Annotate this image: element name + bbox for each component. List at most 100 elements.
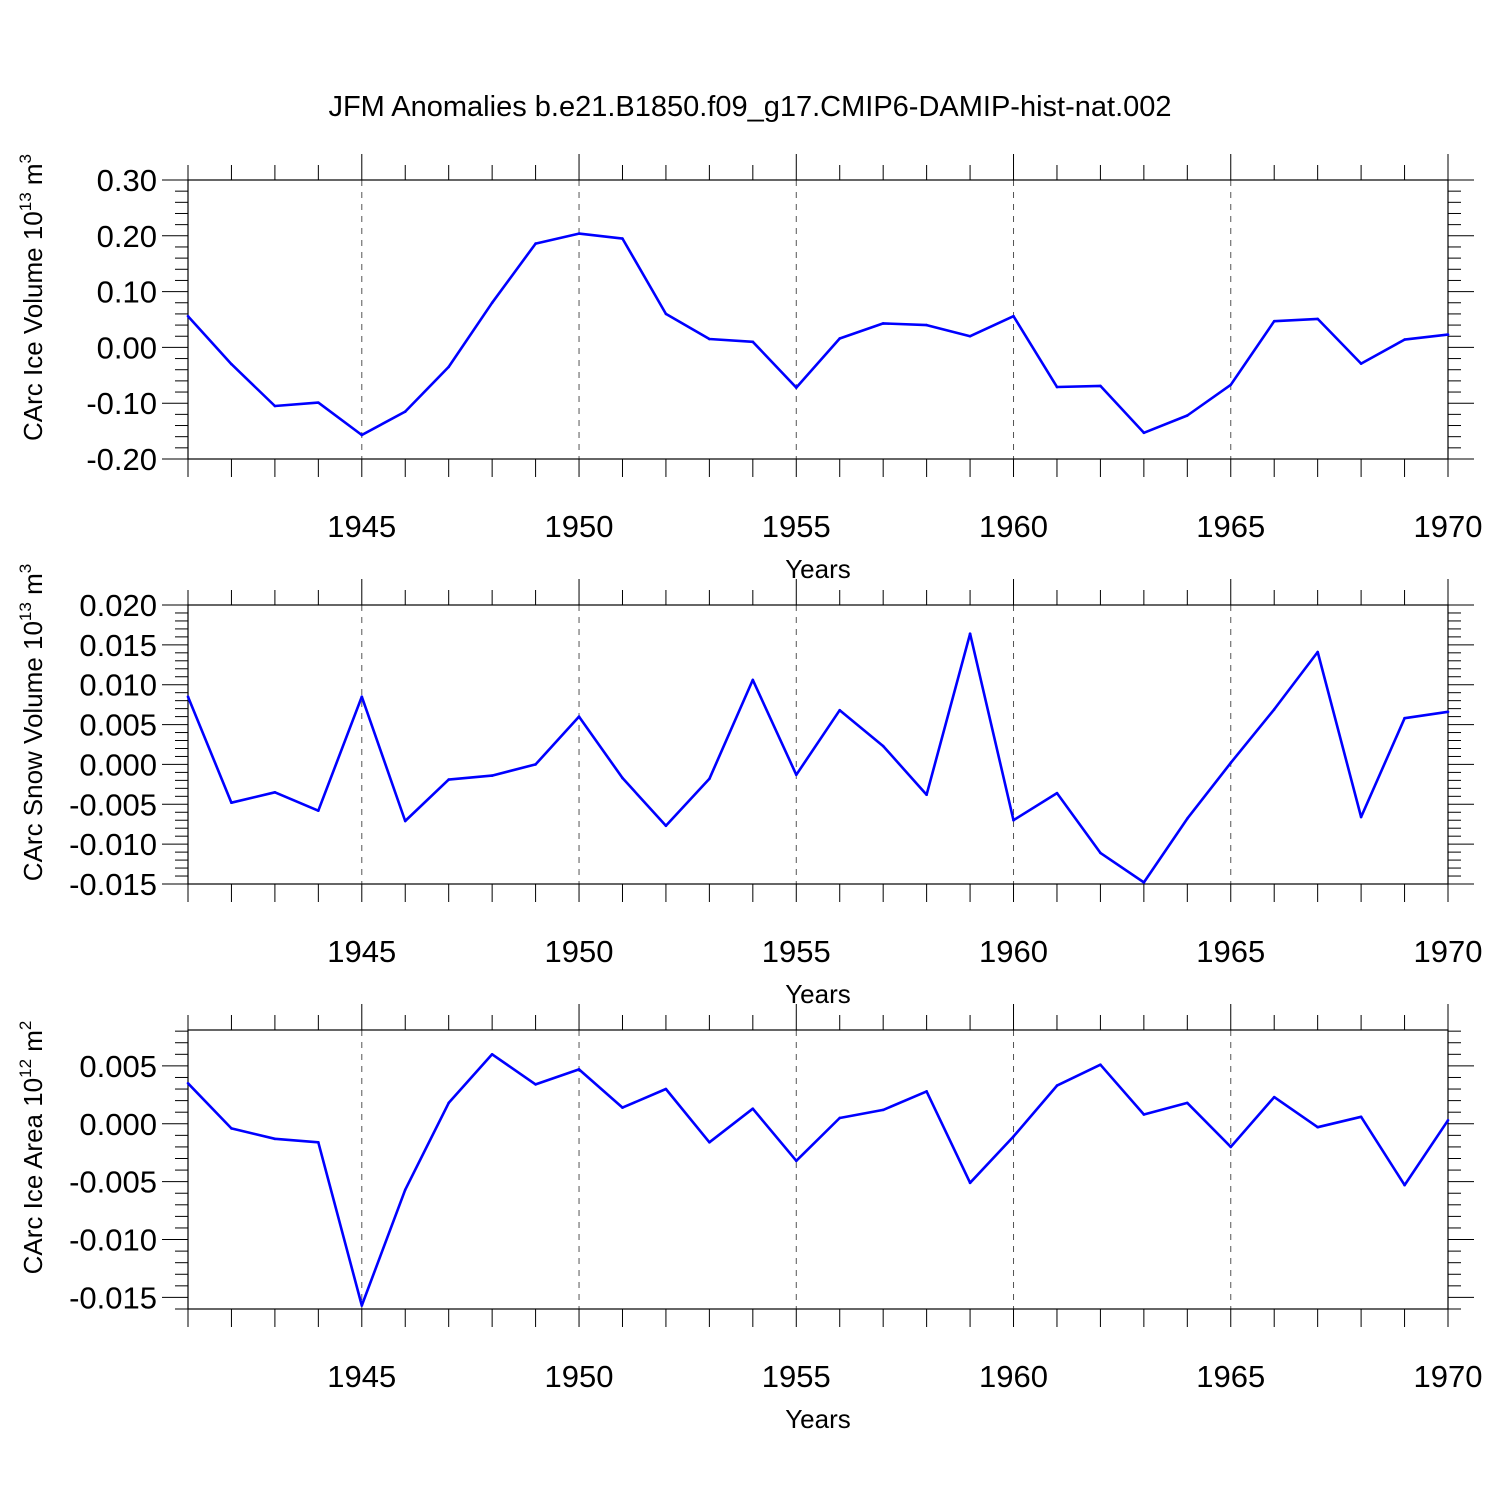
x-axis-label: Years (785, 554, 851, 584)
data-point (664, 824, 668, 828)
data-point (751, 340, 755, 344)
data-point (968, 1181, 972, 1185)
data-point (1403, 1183, 1406, 1187)
chart-panels: 0.30 0.20 0.10 0.00 -0.10 -0.20 1945 1950 1955 19… (16, 154, 1482, 1434)
data-point (1359, 1115, 1363, 1119)
data-point (230, 362, 233, 366)
data-point (230, 1127, 233, 1130)
data-point (1316, 317, 1319, 321)
x-tick-label: 1950 (545, 509, 614, 544)
data-point (534, 763, 537, 766)
data-series-line (187, 1053, 1450, 1307)
data-point (881, 744, 885, 748)
y-tick-label: 0.000 (79, 1107, 157, 1142)
data-point (534, 242, 537, 245)
y-axis-label: CArc Ice Area 1012 m2 (16, 1021, 48, 1275)
y-axis-label-unit-exponent: 3 (16, 564, 35, 573)
y-axis-label-exponent: 12 (16, 1059, 35, 1078)
x-tick-label: 1955 (762, 934, 831, 969)
data-point (621, 776, 624, 780)
x-tick-label: 1960 (979, 1359, 1048, 1394)
data-point (230, 801, 233, 804)
data-point (403, 819, 407, 823)
y-tick-label: -0.005 (69, 1165, 157, 1200)
data-point (490, 1053, 494, 1056)
y-tick-label: -0.005 (69, 787, 157, 822)
data-point (534, 1083, 537, 1086)
data-point (360, 695, 364, 698)
x-tick-label: 1970 (1414, 934, 1483, 969)
data-point (186, 314, 190, 318)
data-point (1012, 818, 1015, 822)
data-point (1229, 383, 1233, 387)
data-point (273, 404, 277, 408)
data-point (186, 695, 190, 698)
plot-frame (187, 1029, 1449, 1310)
x-tick-label: 1945 (327, 1359, 396, 1394)
y-axis-label-main: CArc Ice Volume 10 (18, 211, 48, 441)
data-point (664, 1087, 668, 1091)
y-tick-label: -0.10 (86, 386, 157, 421)
data-point (838, 337, 842, 340)
data-point (1403, 716, 1406, 720)
data-point (1272, 708, 1276, 711)
x-tick-label: 1965 (1196, 509, 1265, 544)
data-point (447, 1101, 450, 1105)
y-tick-label: 0.015 (79, 628, 157, 663)
y-tick-label: 0.020 (79, 588, 157, 623)
y-tick-label: 0.10 (97, 275, 157, 310)
data-point (1229, 761, 1233, 765)
data-point (1055, 791, 1059, 795)
data-point (490, 301, 494, 305)
data-point (1272, 1095, 1276, 1099)
y-axis-label-unit: m (18, 163, 48, 192)
data-point (925, 793, 928, 797)
data-point (1099, 384, 1102, 388)
data-point (708, 777, 711, 781)
y-tick-label: -0.20 (86, 442, 157, 477)
data-point (1055, 385, 1059, 389)
data-point (360, 433, 364, 437)
data-point (925, 323, 928, 327)
data-point (273, 1137, 277, 1141)
y-axis-label-main: CArc Ice Area 10 (18, 1078, 48, 1275)
y-tick-label: 0.00 (97, 330, 157, 365)
data-point (664, 312, 668, 316)
data-point (1446, 333, 1450, 336)
y-tick-label: 0.005 (79, 1049, 157, 1084)
x-tick-label: 1945 (327, 934, 396, 969)
data-point (1099, 851, 1102, 855)
y-axis-label-unit-exponent: 3 (16, 154, 35, 163)
y-tick-label: -0.010 (69, 1223, 157, 1258)
x-tick-label: 1965 (1196, 1359, 1265, 1394)
data-point (751, 1107, 755, 1111)
data-point (1359, 815, 1363, 819)
data-point (621, 1106, 624, 1109)
data-point (1229, 1145, 1233, 1149)
data-point (447, 365, 450, 369)
data-point (1099, 1063, 1102, 1067)
data-point (1142, 881, 1146, 884)
data-point (1012, 314, 1015, 318)
y-axis-label-main: CArc Snow Volume 10 (18, 621, 48, 881)
data-point (1446, 710, 1450, 714)
data-point (273, 791, 277, 794)
data-point (1012, 1135, 1015, 1138)
x-tick-label: 1955 (762, 509, 831, 544)
data-point (1359, 362, 1363, 365)
data-point (1403, 338, 1406, 341)
x-tick-label: 1970 (1414, 509, 1483, 544)
data-point (794, 1159, 798, 1163)
y-tick-label: 0.005 (79, 708, 157, 743)
chart-title: JFM Anomalies b.e21.B1850.f09_g17.CMIP6-… (328, 91, 1171, 123)
data-point (925, 1090, 928, 1093)
x-tick-label: 1945 (327, 509, 396, 544)
y-axis-label-exponent: 13 (16, 602, 35, 621)
data-point (1316, 1125, 1319, 1129)
data-point (1316, 650, 1319, 654)
data-point (1142, 1113, 1146, 1116)
x-tick-label: 1965 (1196, 934, 1265, 969)
data-point (317, 809, 320, 812)
y-tick-label: 0.30 (97, 163, 157, 198)
